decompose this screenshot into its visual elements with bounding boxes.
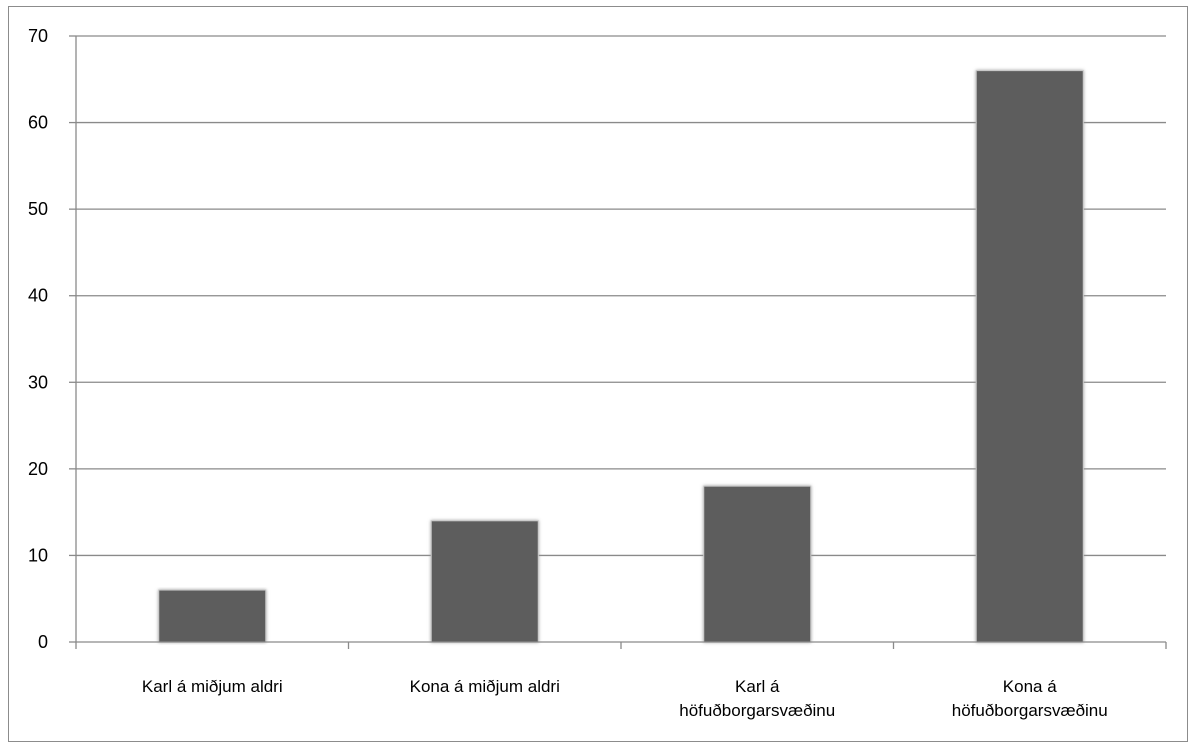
y-tick-label: 60 xyxy=(28,113,48,133)
bar xyxy=(975,70,1084,643)
y-tick-label: 20 xyxy=(28,459,48,479)
x-tick-label-line: Kona á miðjum aldri xyxy=(410,677,560,696)
y-tick-label: 40 xyxy=(28,286,48,306)
x-tick-label: Kona á miðjum aldri xyxy=(410,677,560,696)
x-tick-label-line: Kona á xyxy=(1003,677,1057,696)
y-tick-labels: 0 10 20 30 40 50 60 70 xyxy=(28,26,48,652)
axes xyxy=(69,35,1167,649)
x-tick-labels: Karl á miðjum aldri Kona á miðjum aldri Ka… xyxy=(142,677,1108,720)
x-tick-label: Karl á höfuðborgarsvæðinu xyxy=(679,677,835,720)
y-tick-label: 10 xyxy=(28,545,48,565)
x-tick-label-line: Karl á xyxy=(735,677,780,696)
y-tick-label: 70 xyxy=(28,26,48,46)
bars xyxy=(158,70,1084,643)
y-tick-label: 30 xyxy=(28,372,48,392)
x-tick-label: Karl á miðjum aldri xyxy=(142,677,283,696)
x-tick-label-line: höfuðborgarsvæðinu xyxy=(679,701,835,720)
x-tick-label-line: höfuðborgarsvæðinu xyxy=(952,701,1108,720)
bar xyxy=(158,589,267,643)
x-tick-label: Kona á höfuðborgarsvæðinu xyxy=(952,677,1108,720)
y-tick-label: 50 xyxy=(28,199,48,219)
x-tick-label-line: Karl á miðjum aldri xyxy=(142,677,283,696)
y-tick-label: 0 xyxy=(38,632,48,652)
bar xyxy=(430,520,539,643)
bar xyxy=(703,485,812,643)
